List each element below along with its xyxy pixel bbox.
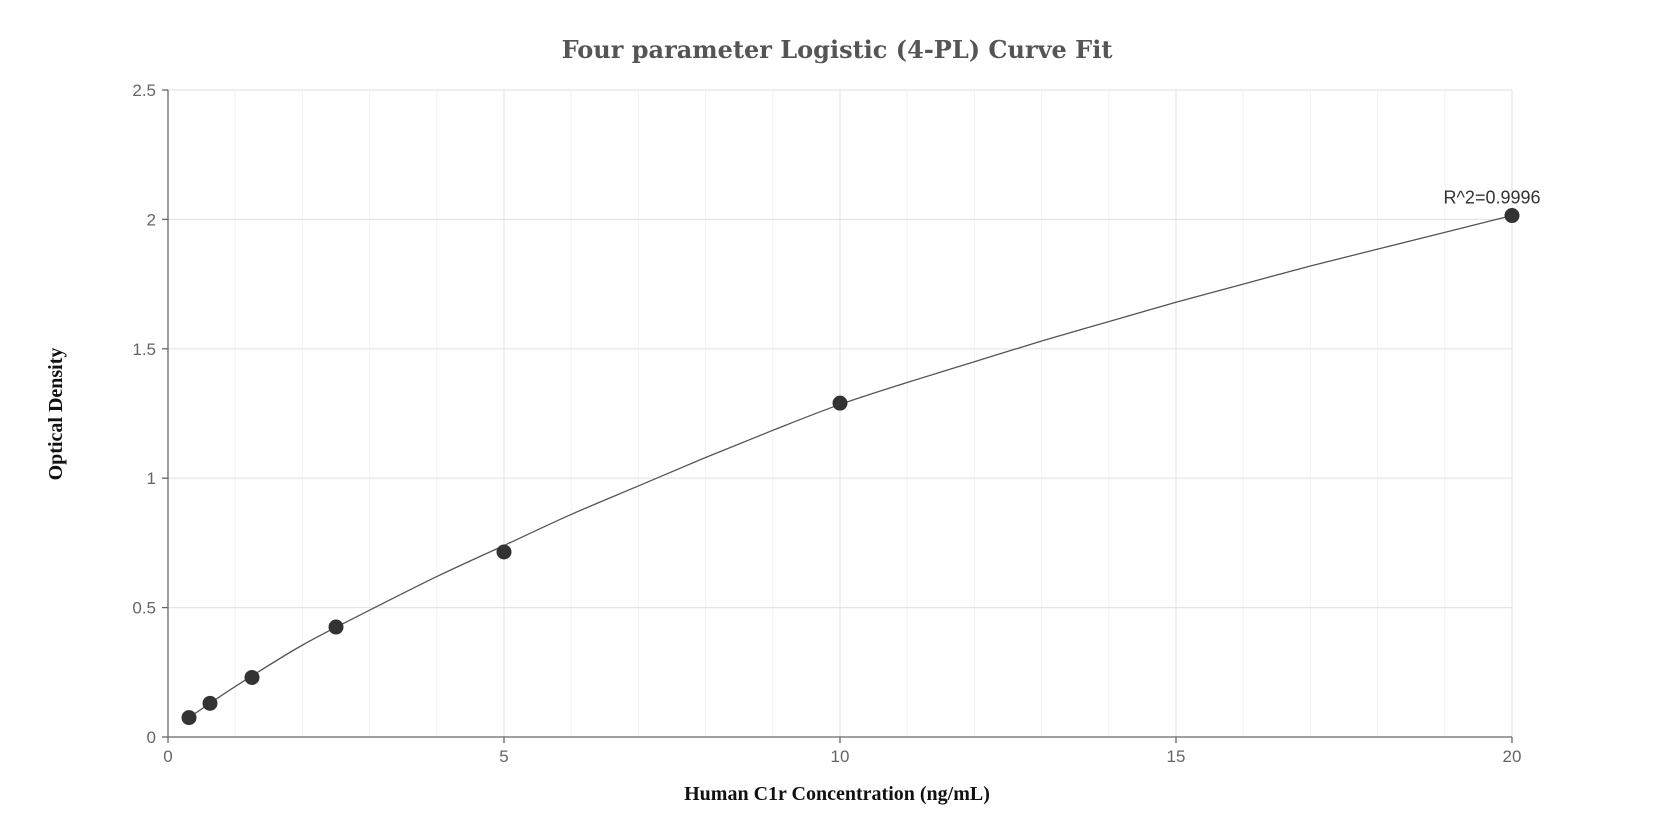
data-point: [832, 395, 848, 411]
y-tick-label: 2.5: [132, 81, 156, 100]
y-tick-label: 0: [147, 728, 156, 747]
data-point: [328, 619, 344, 635]
x-tick-label: 5: [499, 747, 508, 766]
x-tick-label: 15: [1167, 747, 1186, 766]
y-tick-label: 2: [147, 210, 156, 229]
y-tick-label: 0.5: [132, 599, 156, 618]
data-point: [202, 695, 218, 711]
tick-labels: 0 0.5 1 1.5 2 2.5 0 5 10 15 20: [132, 81, 1521, 766]
x-tick-label: 0: [163, 747, 172, 766]
data-point: [181, 710, 197, 726]
chart-title: Four parameter Logistic (4-PL) Curve Fit: [562, 35, 1113, 64]
axes: [162, 89, 1513, 743]
y-axis-title: Optical Density: [45, 348, 67, 481]
x-axis-title: Human C1r Concentration (ng/mL): [684, 783, 990, 805]
y-tick-label: 1: [147, 469, 156, 488]
fit-curve: [188, 214, 1513, 719]
grid: [168, 89, 1513, 737]
data-point: [1504, 208, 1520, 224]
r-squared-annotation: R^2=0.9996: [1443, 188, 1540, 208]
x-tick-label: 20: [1503, 747, 1522, 766]
data-point: [244, 669, 260, 685]
data-point: [496, 544, 512, 560]
data-points: [181, 208, 1520, 726]
y-tick-label: 1.5: [132, 340, 156, 359]
x-tick-label: 10: [831, 747, 850, 766]
